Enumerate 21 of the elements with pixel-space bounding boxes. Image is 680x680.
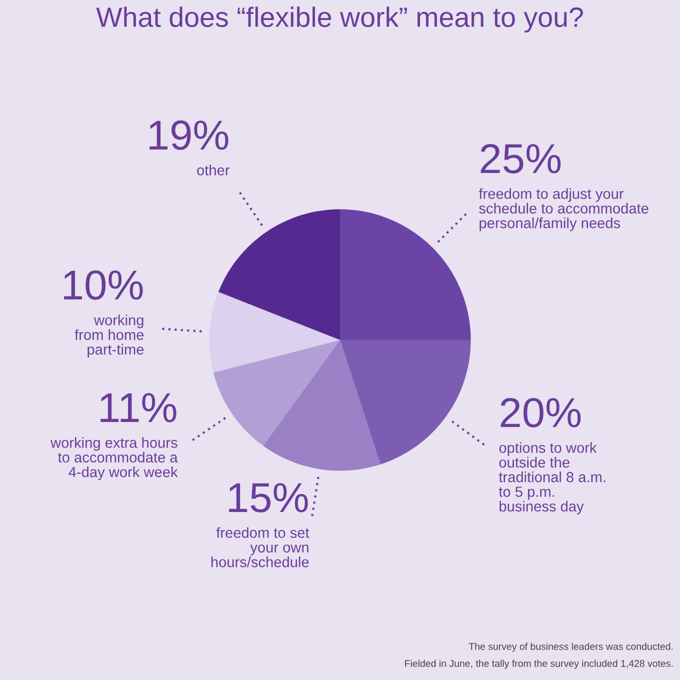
data-label: 25% xyxy=(480,144,561,174)
slice-label: options to work outside the traditional 8 a.m. to 5 p.m. business day xyxy=(498,442,606,514)
slice-label: working extra hours to accommodate a 4-day work week xyxy=(50,437,178,480)
pie-slice xyxy=(340,340,471,464)
pie-slice xyxy=(213,340,340,446)
data-label: 20% xyxy=(500,398,581,428)
slice-label: working from home part-time xyxy=(74,314,144,358)
slice-label: freedom to adjust your schedule to accommodate personal/family needs xyxy=(478,188,648,232)
chart-title: What does “flexible work” mean to you? xyxy=(96,6,583,33)
slice-label: freedom to set your own hours/schedule xyxy=(211,527,310,568)
pie-slice xyxy=(340,209,471,340)
data-label: 11% xyxy=(100,393,176,422)
pie-slice xyxy=(209,292,340,373)
pie-slice xyxy=(218,209,340,340)
data-label: 10% xyxy=(64,270,143,300)
pie-slice xyxy=(263,340,380,471)
data-label: 15% xyxy=(229,483,308,512)
text: The survey of business leaders was conducted. xyxy=(468,642,673,652)
text: Fielded in June, the tally from the survey included 1,428 votes. xyxy=(405,660,673,669)
slice-label: other xyxy=(197,164,230,176)
data-label: 19% xyxy=(150,120,228,150)
